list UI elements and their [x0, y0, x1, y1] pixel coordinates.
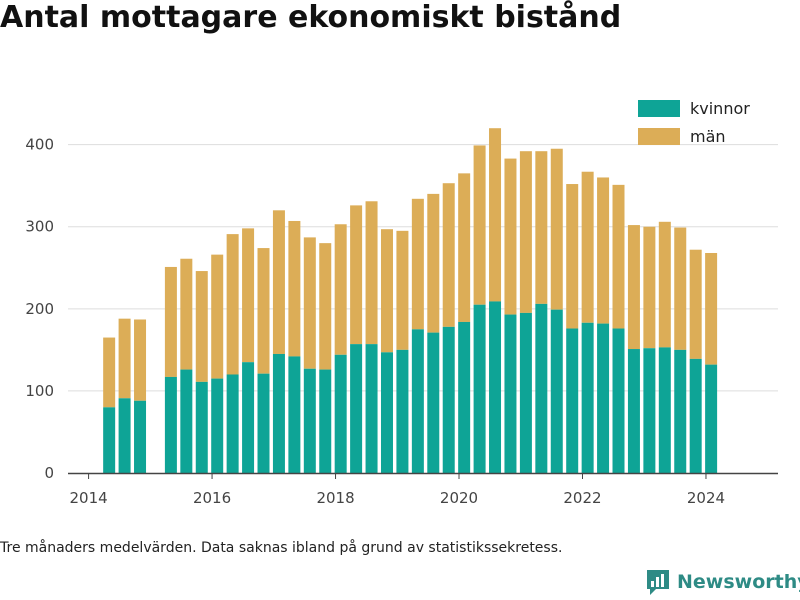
x-tick-label: 2022 — [563, 489, 601, 507]
bar-kvinnor — [103, 407, 116, 473]
x-tick-label: 2014 — [69, 489, 107, 507]
bar-kvinnor — [319, 369, 332, 473]
y-tick-label: 400 — [25, 136, 54, 154]
bar-kvinnor — [350, 344, 363, 473]
bar-man — [242, 228, 255, 363]
footnote: Tre månaders medelvärden. Data saknas ib… — [0, 540, 563, 556]
bar-man — [195, 271, 208, 382]
bar-kvinnor — [473, 304, 486, 473]
legend-label-kvinnor: kvinnor — [690, 99, 750, 118]
bar-kvinnor — [643, 348, 656, 473]
bar-kvinnor — [396, 349, 409, 473]
bar-kvinnor — [365, 344, 378, 473]
bar-man — [689, 249, 702, 359]
newsworthy-logo-icon — [647, 570, 669, 595]
bar-kvinnor — [612, 328, 625, 473]
x-tick-label: 2020 — [440, 489, 478, 507]
bar-man — [643, 226, 656, 349]
bar-man — [103, 337, 116, 408]
bar-man — [489, 128, 502, 302]
bar-man — [396, 230, 409, 350]
bar-man — [365, 201, 378, 345]
bar-man — [288, 220, 301, 357]
bar-kvinnor — [581, 322, 594, 473]
y-tick-label: 300 — [25, 218, 54, 236]
bar-man — [411, 198, 424, 330]
bar-kvinnor — [705, 364, 718, 473]
bar-kvinnor — [442, 326, 455, 473]
bar-kvinnor — [288, 356, 301, 473]
legend-swatch-kvinnor — [638, 100, 680, 117]
bar-man — [674, 227, 687, 350]
bar-man — [535, 151, 548, 304]
bar-man — [380, 229, 393, 353]
bar-kvinnor — [303, 368, 316, 473]
legend-swatch-män — [638, 128, 680, 145]
bar-kvinnor — [658, 347, 671, 473]
bar-kvinnor — [380, 352, 393, 473]
bar-man — [504, 158, 517, 315]
bar-kvinnor — [180, 369, 193, 473]
bar-man — [597, 177, 610, 324]
bar-man — [226, 234, 239, 375]
x-tick-label: 2018 — [316, 489, 354, 507]
bar-kvinnor — [550, 309, 563, 473]
bar-man — [442, 183, 455, 327]
newsworthy-logo-text: Newsworthy — [677, 571, 800, 593]
bar-kvinnor — [118, 398, 131, 473]
bar-man — [550, 148, 563, 310]
bar-man — [519, 151, 532, 313]
bar-kvinnor — [458, 321, 471, 473]
bar-man — [566, 184, 579, 329]
bar-kvinnor — [674, 349, 687, 473]
bar-man — [272, 210, 285, 354]
y-tick-label: 0 — [44, 464, 54, 482]
bar-man — [658, 221, 671, 348]
bar-kvinnor — [689, 358, 702, 473]
x-tick-label: 2024 — [687, 489, 725, 507]
bar-man — [705, 252, 718, 365]
bar-man — [627, 225, 640, 350]
bar-kvinnor — [535, 303, 548, 473]
bar-man — [180, 258, 193, 370]
bar-man — [118, 318, 131, 399]
bar-kvinnor — [566, 328, 579, 473]
bar-kvinnor — [504, 314, 517, 473]
bar-kvinnor — [627, 349, 640, 473]
bar-man — [427, 193, 440, 333]
bar-man — [134, 319, 147, 401]
legend-label-män: män — [690, 127, 726, 146]
bar-kvinnor — [334, 354, 347, 473]
bar-kvinnor — [597, 323, 610, 473]
bar-man — [319, 243, 332, 370]
bar-kvinnor — [272, 353, 285, 473]
bar-kvinnor — [257, 373, 270, 473]
bar-kvinnor — [226, 374, 239, 473]
y-tick-label: 100 — [25, 382, 54, 400]
bar-man — [473, 145, 486, 305]
bar-kvinnor — [211, 378, 224, 473]
stacked-bar-chart: 0 100 200 300 400 2014 2016 2018 2020 2022 2024 kvi… — [25, 99, 778, 507]
bar-man — [303, 237, 316, 369]
bar-kvinnor — [411, 329, 424, 473]
x-tick-label: 2016 — [193, 489, 231, 507]
bar-man — [581, 171, 594, 323]
bar-kvinnor — [134, 400, 147, 473]
bar-kvinnor — [242, 362, 255, 473]
bar-man — [458, 173, 471, 322]
bar-man — [257, 248, 270, 374]
bar-man — [334, 224, 347, 355]
bar-man — [612, 184, 625, 329]
y-tick-label: 200 — [25, 300, 54, 318]
bar-kvinnor — [489, 301, 502, 473]
bar-kvinnor — [427, 332, 440, 473]
bar-man — [211, 254, 224, 379]
newsworthy-logo[interactable]: Newsworthy — [645, 568, 800, 596]
bar-kvinnor — [519, 312, 532, 473]
bar-man — [350, 205, 363, 345]
bar-kvinnor — [195, 381, 208, 473]
chart-title: Antal mottagare ekonomiskt bistånd — [0, 0, 622, 35]
bar-man — [164, 266, 177, 377]
bar-kvinnor — [164, 376, 177, 473]
